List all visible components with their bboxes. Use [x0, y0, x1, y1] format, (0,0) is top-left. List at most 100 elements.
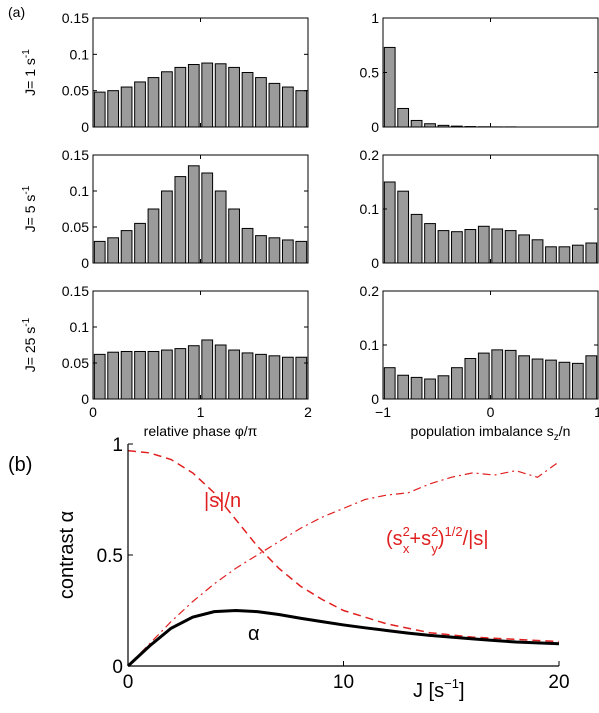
bar [491, 228, 504, 264]
y-tick-label: 0.15 [62, 147, 89, 163]
bar [174, 348, 187, 400]
panel-label: (a) [8, 4, 25, 20]
bar [147, 77, 160, 128]
y-tick-label: 0 [112, 657, 123, 678]
bar [107, 237, 120, 264]
y-tick-label: 0.1 [70, 319, 90, 335]
y-tick-label: 0 [371, 391, 379, 407]
series-line [127, 461, 560, 667]
bar [174, 176, 187, 264]
y-tick-label: 0.1 [360, 201, 380, 217]
bar [93, 353, 106, 400]
bar [214, 190, 227, 264]
x-tick-label: 2 [304, 404, 312, 420]
bar [268, 82, 281, 128]
x-axis-label: population imbalance sz/n [411, 423, 571, 443]
y-tick-label: 0.5 [360, 65, 380, 81]
bar [120, 86, 133, 128]
bar [397, 190, 410, 264]
x-tick-label: 1 [197, 404, 205, 420]
y-tick-label: 0 [371, 255, 379, 271]
bar [545, 359, 557, 400]
bar [437, 375, 450, 400]
bar [134, 81, 146, 128]
bar [397, 107, 410, 128]
bar [295, 90, 308, 128]
series-label-alpha: α [248, 623, 260, 645]
bar [214, 63, 227, 128]
bar [187, 345, 200, 400]
series-label-abs-s: |s|/n [204, 490, 241, 512]
bar [241, 72, 254, 128]
x-tick-label: 20 [548, 672, 569, 693]
bar [397, 374, 410, 400]
bar [147, 350, 160, 400]
bar [134, 350, 146, 400]
bar [147, 208, 160, 264]
panel-label: (b) [8, 454, 32, 476]
row-label: J= 5 s-1 [21, 185, 38, 232]
bar [295, 356, 308, 400]
axes-frame [382, 17, 599, 128]
row-label: J= 25 s-1 [21, 317, 38, 372]
bar [93, 240, 106, 264]
bar [161, 71, 173, 128]
bar [228, 208, 240, 264]
bar [477, 352, 490, 400]
bar [134, 222, 146, 264]
x-tick-label: 0 [123, 672, 134, 693]
y-tick-label: 0 [81, 391, 89, 407]
bar [201, 339, 214, 400]
y-tick-label: 0.15 [62, 10, 89, 26]
line-panel: 0 10 20 0 0.5 1 contrast α J [s−1] |s|/n (s2 x+s2 y… [56, 435, 570, 702]
bar [585, 242, 598, 264]
y-tick-label: 0 [371, 119, 379, 135]
bar [558, 361, 571, 400]
bar [214, 344, 227, 400]
bar [255, 353, 267, 400]
bar [228, 66, 240, 128]
x-tick-label: 0 [487, 404, 495, 420]
bar [504, 230, 517, 264]
bar [228, 349, 240, 400]
bar [281, 356, 294, 400]
y-tick-label: 0 [81, 119, 89, 135]
y-tick-label: 0.1 [70, 183, 90, 199]
bar [295, 240, 308, 264]
x-axis-label: relative phase φ/π [144, 423, 258, 439]
bar [504, 349, 517, 400]
bar [410, 119, 423, 128]
y-tick-label: 0.1 [70, 46, 90, 62]
bar [477, 225, 490, 264]
bar [410, 376, 423, 400]
y-tick-label: 1 [371, 10, 379, 26]
bar-panel-2: 00.51 [360, 10, 599, 135]
bar [558, 246, 571, 264]
x-tick-label: 10 [333, 672, 354, 693]
bar [585, 355, 598, 400]
bar [383, 46, 396, 128]
bar-panel-4: 0 0.1 0.2 [360, 147, 599, 271]
bar [424, 223, 436, 264]
row-label: J= 1 s-1 [21, 49, 38, 96]
series-label-transverse: (s2 x+s2 y)1/2/|s| [386, 524, 489, 556]
bar [545, 246, 557, 264]
bar [531, 239, 544, 264]
bar [268, 237, 281, 264]
bar [464, 229, 477, 264]
bar [161, 349, 173, 400]
bar [383, 181, 396, 264]
bar [518, 355, 530, 400]
bar [491, 349, 504, 400]
bar [281, 86, 294, 128]
bar [187, 165, 200, 264]
bar [464, 358, 477, 400]
y-tick-label: 1 [112, 435, 123, 456]
y-tick-label: 0.2 [360, 147, 380, 163]
bar [518, 234, 530, 264]
bar [241, 352, 254, 400]
series-line [127, 449, 560, 643]
y-tick-label: 0.15 [62, 283, 89, 299]
